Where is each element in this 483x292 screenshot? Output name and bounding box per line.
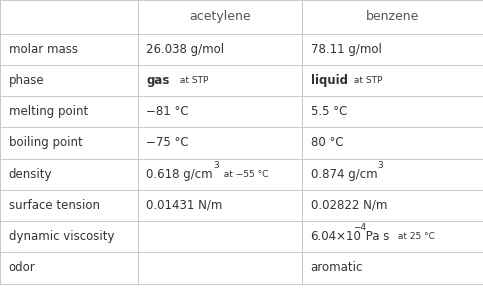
Text: liquid: liquid (311, 74, 348, 87)
Text: odor: odor (9, 261, 35, 274)
Text: density: density (9, 168, 52, 181)
Text: −75 °C: −75 °C (146, 136, 189, 150)
Text: benzene: benzene (366, 10, 419, 23)
Text: 3: 3 (377, 161, 383, 170)
Text: surface tension: surface tension (9, 199, 99, 212)
Text: 0.02822 N/m: 0.02822 N/m (311, 199, 387, 212)
Text: aromatic: aromatic (311, 261, 363, 274)
Text: 80 °C: 80 °C (311, 136, 343, 150)
Text: gas: gas (146, 74, 170, 87)
Text: at STP: at STP (351, 76, 382, 85)
Text: 0.874 g/cm: 0.874 g/cm (311, 168, 377, 181)
Text: −81 °C: −81 °C (146, 105, 189, 118)
Text: molar mass: molar mass (9, 43, 78, 56)
Text: at STP: at STP (177, 76, 208, 85)
Text: 6.04×10: 6.04×10 (311, 230, 361, 243)
Text: 26.038 g/mol: 26.038 g/mol (146, 43, 225, 56)
Text: at 25 °C: at 25 °C (395, 232, 435, 241)
Text: 0.01431 N/m: 0.01431 N/m (146, 199, 223, 212)
Text: 78.11 g/mol: 78.11 g/mol (311, 43, 382, 56)
Text: dynamic viscosity: dynamic viscosity (9, 230, 114, 243)
Text: 3: 3 (213, 161, 219, 170)
Text: at −55 °C: at −55 °C (218, 170, 268, 179)
Text: phase: phase (9, 74, 44, 87)
Text: Pa s: Pa s (362, 230, 390, 243)
Text: boiling point: boiling point (9, 136, 83, 150)
Text: 0.618 g/cm: 0.618 g/cm (146, 168, 213, 181)
Text: −4: −4 (353, 223, 366, 232)
Text: acetylene: acetylene (189, 10, 251, 23)
Text: melting point: melting point (9, 105, 88, 118)
Text: 5.5 °C: 5.5 °C (311, 105, 347, 118)
